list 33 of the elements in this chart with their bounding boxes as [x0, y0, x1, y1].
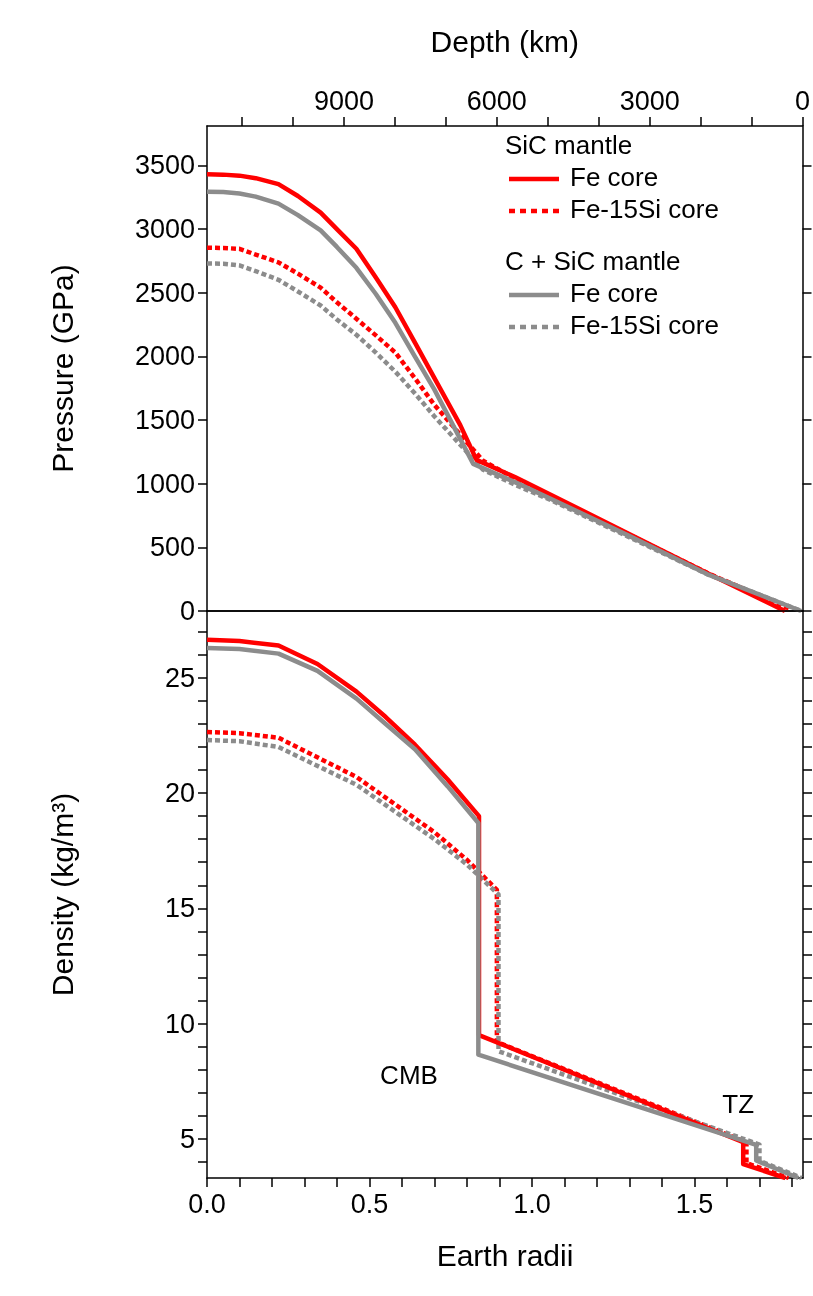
- y-tick-label: 10: [164, 1008, 195, 1039]
- y-tick-label: 1500: [134, 405, 195, 436]
- legend-label: Fe core: [570, 162, 659, 192]
- y-tick-label: 5: [179, 1123, 195, 1154]
- x2-tick-label: 3000: [619, 85, 680, 116]
- y-axis-title: Density (kg/m³): [45, 792, 79, 997]
- y-tick-label: 25: [164, 662, 195, 693]
- y-tick-label: 20: [164, 778, 195, 809]
- x2-tick-label: 6000: [466, 85, 527, 116]
- legend-label: Fe-15Si core: [570, 194, 719, 224]
- annotation: TZ: [722, 1089, 755, 1120]
- y-axis-title: Pressure (GPa): [45, 264, 79, 473]
- legend-label: Fe-15Si core: [570, 310, 719, 340]
- y-tick-label: 3000: [134, 214, 195, 245]
- x2-axis-title: Depth (km): [430, 24, 579, 58]
- annotation: CMB: [380, 1060, 438, 1091]
- y-tick-label: 3500: [134, 150, 195, 181]
- y-tick-label: 15: [164, 893, 195, 924]
- y-tick-label: 500: [149, 532, 195, 563]
- x-tick-label: 0.0: [188, 1188, 226, 1219]
- legend-label: Fe core: [570, 278, 659, 308]
- x-axis-title: Earth radii: [436, 1238, 574, 1272]
- y-tick-label: 2500: [134, 277, 195, 308]
- y-tick-label: 2000: [134, 341, 195, 372]
- x-tick-label: 1.5: [675, 1188, 714, 1219]
- y-tick-label: 1000: [134, 468, 195, 499]
- x2-tick-label: 0: [794, 85, 811, 116]
- text: C + SiC mantle: [505, 246, 681, 276]
- x2-tick-label: 9000: [313, 85, 375, 116]
- x-tick-label: 1.0: [513, 1188, 551, 1219]
- x-tick-label: 0.5: [350, 1188, 389, 1219]
- y-tick-label: 0: [179, 596, 195, 626]
- text: SiC mantle: [505, 130, 633, 160]
